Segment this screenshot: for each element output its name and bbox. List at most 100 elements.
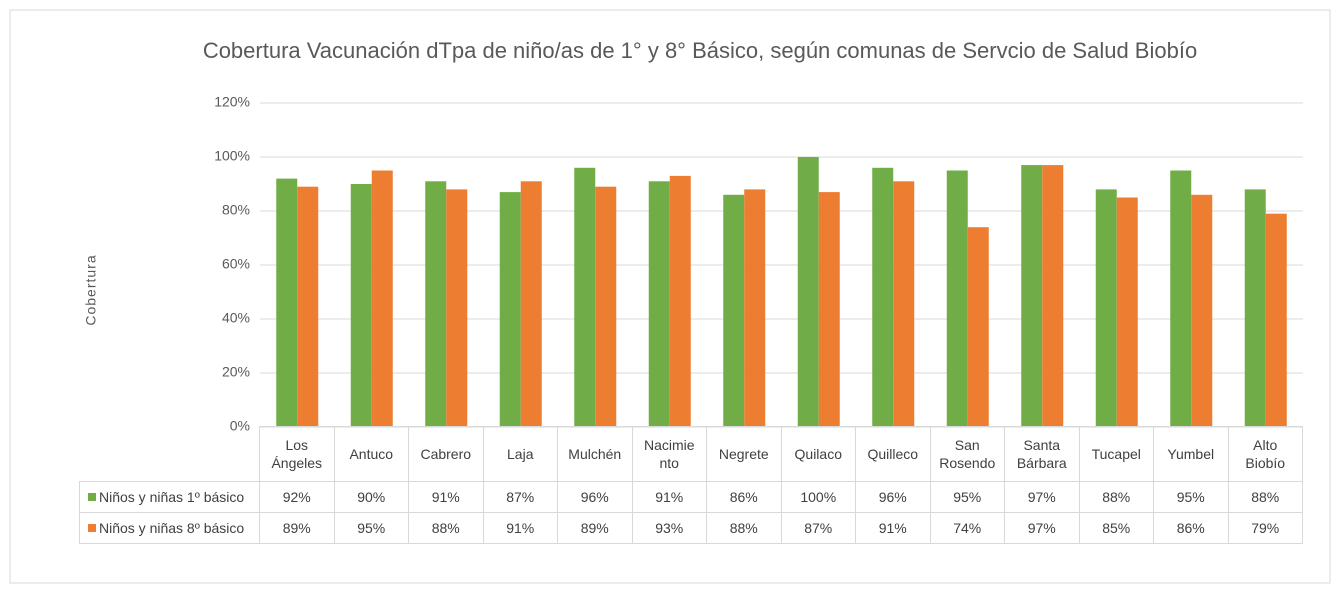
value-cell: 79% bbox=[1227, 512, 1303, 544]
bar bbox=[595, 186, 617, 427]
cell-text: Santa Bárbara bbox=[1016, 437, 1067, 471]
bar bbox=[1265, 213, 1287, 427]
category-cell: Mulchén bbox=[557, 426, 633, 482]
cell-text: Los Ángeles bbox=[271, 437, 323, 471]
value-cell: 91% bbox=[631, 481, 707, 513]
cell-text: 92% bbox=[282, 489, 311, 505]
cell-text: 91% bbox=[878, 520, 907, 536]
value-cell: 96% bbox=[557, 481, 633, 513]
category-cell: Cabrero bbox=[408, 426, 484, 482]
cell-text: Negrete bbox=[718, 446, 769, 462]
category-cell: Nacimie nto bbox=[631, 426, 707, 482]
value-cell: 95% bbox=[1153, 481, 1229, 513]
value-cell: 100% bbox=[780, 481, 856, 513]
cell-text: 88% bbox=[1251, 489, 1280, 505]
category-cell: Tucapel bbox=[1078, 426, 1154, 482]
value-cell: 97% bbox=[1004, 512, 1080, 544]
value-cell: 88% bbox=[1078, 481, 1154, 513]
legend-cell: Niños y niñas 1º básico bbox=[79, 481, 260, 513]
value-cell: 87% bbox=[482, 481, 558, 513]
bar bbox=[1170, 170, 1192, 427]
value-cell: 89% bbox=[557, 512, 633, 544]
bar bbox=[371, 170, 393, 427]
cell-text: 90% bbox=[357, 489, 386, 505]
cell-text: 89% bbox=[580, 520, 609, 536]
category-cell: Quilleco bbox=[855, 426, 931, 482]
cell-text: 86% bbox=[1176, 520, 1205, 536]
bar bbox=[744, 189, 766, 427]
bar bbox=[872, 167, 894, 428]
cell-text: 74% bbox=[953, 520, 982, 536]
category-cell: San Rosendo bbox=[929, 426, 1005, 482]
category-cell: Laja bbox=[482, 426, 558, 482]
cell-text: 88% bbox=[431, 520, 460, 536]
bar bbox=[1021, 165, 1043, 427]
bar bbox=[669, 175, 691, 427]
bar bbox=[1042, 165, 1064, 427]
category-cell: Alto Biobío bbox=[1227, 426, 1303, 482]
legend-swatch bbox=[88, 524, 96, 532]
bar bbox=[723, 194, 745, 427]
legend-label: Niños y niñas 8º básico bbox=[99, 520, 245, 536]
cell-text: Nacimie nto bbox=[643, 437, 695, 471]
y-tick-label: 0% bbox=[230, 418, 250, 434]
bar bbox=[946, 170, 968, 427]
category-cell: Antuco bbox=[333, 426, 409, 482]
category-cell: Negrete bbox=[706, 426, 782, 482]
bar bbox=[574, 167, 596, 428]
value-cell: 95% bbox=[929, 481, 1005, 513]
cell-text: 91% bbox=[506, 520, 535, 536]
bar bbox=[1244, 189, 1266, 427]
value-cell: 95% bbox=[333, 512, 409, 544]
cell-text: 97% bbox=[1027, 520, 1056, 536]
bar bbox=[967, 227, 989, 427]
value-cell: 87% bbox=[780, 512, 856, 544]
cell-text: 87% bbox=[804, 520, 833, 536]
category-cell: Yumbel bbox=[1153, 426, 1229, 482]
y-axis-title: Cobertura bbox=[83, 254, 99, 325]
cell-text: 86% bbox=[729, 489, 758, 505]
cell-text: 95% bbox=[357, 520, 386, 536]
cell-text: 100% bbox=[800, 489, 837, 505]
value-cell: 86% bbox=[706, 481, 782, 513]
y-tick-label: 20% bbox=[222, 364, 250, 380]
cell-text: 79% bbox=[1251, 520, 1280, 536]
cell-text: 93% bbox=[655, 520, 684, 536]
cell-text: Tucapel bbox=[1091, 446, 1141, 462]
chart-title: Cobertura Vacunación dTpa de niño/as de … bbox=[203, 38, 1197, 63]
cell-text: Antuco bbox=[349, 446, 394, 462]
cell-text: Laja bbox=[507, 446, 534, 462]
value-cell: 97% bbox=[1004, 481, 1080, 513]
value-cell: 91% bbox=[855, 512, 931, 544]
bar bbox=[446, 189, 468, 427]
cell-text: 89% bbox=[282, 520, 311, 536]
cell-text: 96% bbox=[878, 489, 907, 505]
bar bbox=[350, 184, 372, 427]
bar bbox=[1116, 197, 1138, 427]
bar bbox=[1191, 194, 1213, 427]
cell-text: 95% bbox=[953, 489, 982, 505]
bar bbox=[425, 181, 447, 427]
value-cell: 91% bbox=[408, 481, 484, 513]
cell-text: 85% bbox=[1102, 520, 1131, 536]
value-cell: 96% bbox=[855, 481, 931, 513]
y-tick-label: 100% bbox=[214, 148, 250, 164]
cell-text: 95% bbox=[1176, 489, 1205, 505]
category-cell: Quilaco bbox=[780, 426, 856, 482]
cell-text: 97% bbox=[1027, 489, 1056, 505]
cell-text: Mulchén bbox=[568, 446, 622, 462]
value-cell: 90% bbox=[333, 481, 409, 513]
cell-text: San Rosendo bbox=[939, 437, 996, 471]
value-cell: 91% bbox=[482, 512, 558, 544]
cell-text: 88% bbox=[729, 520, 758, 536]
bar bbox=[276, 178, 298, 427]
value-cell: 74% bbox=[929, 512, 1005, 544]
cell-text: 91% bbox=[431, 489, 460, 505]
bar bbox=[818, 192, 840, 427]
value-cell: 93% bbox=[631, 512, 707, 544]
cell-text: Quilleco bbox=[867, 446, 919, 462]
legend-label: Niños y niñas 1º básico bbox=[99, 489, 245, 505]
value-cell: 86% bbox=[1153, 512, 1229, 544]
